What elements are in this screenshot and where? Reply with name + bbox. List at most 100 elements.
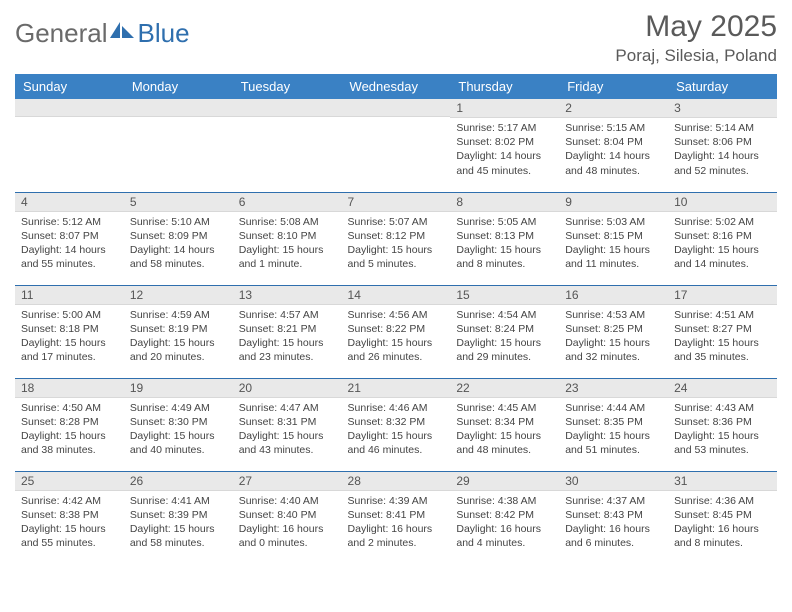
- day-number: 29: [450, 472, 559, 491]
- calendar-cell: 24Sunrise: 4:43 AMSunset: 8:36 PMDayligh…: [668, 378, 777, 471]
- sunset-text: Sunset: 8:21 PM: [239, 322, 336, 336]
- day-details: Sunrise: 4:51 AMSunset: 8:27 PMDaylight:…: [668, 305, 777, 369]
- sunrise-text: Sunrise: 5:03 AM: [565, 215, 662, 229]
- calendar-cell: 13Sunrise: 4:57 AMSunset: 8:21 PMDayligh…: [233, 285, 342, 378]
- sunrise-text: Sunrise: 5:14 AM: [674, 121, 771, 135]
- daylight-text: Daylight: 15 hours and 58 minutes.: [130, 522, 227, 550]
- calendar-cell: [342, 99, 451, 192]
- day-number: 6: [233, 193, 342, 212]
- day-number: 5: [124, 193, 233, 212]
- day-number: 7: [342, 193, 451, 212]
- calendar-cell: 22Sunrise: 4:45 AMSunset: 8:34 PMDayligh…: [450, 378, 559, 471]
- daylight-text: Daylight: 15 hours and 20 minutes.: [130, 336, 227, 364]
- calendar-cell: 26Sunrise: 4:41 AMSunset: 8:39 PMDayligh…: [124, 471, 233, 564]
- sunset-text: Sunset: 8:09 PM: [130, 229, 227, 243]
- calendar-cell: 31Sunrise: 4:36 AMSunset: 8:45 PMDayligh…: [668, 471, 777, 564]
- daylight-text: Daylight: 14 hours and 45 minutes.: [456, 149, 553, 177]
- day-number: 1: [450, 99, 559, 118]
- sunrise-text: Sunrise: 4:42 AM: [21, 494, 118, 508]
- sunset-text: Sunset: 8:41 PM: [348, 508, 445, 522]
- sunset-text: Sunset: 8:10 PM: [239, 229, 336, 243]
- sunset-text: Sunset: 8:07 PM: [21, 229, 118, 243]
- day-number: 25: [15, 472, 124, 491]
- sunrise-text: Sunrise: 4:44 AM: [565, 401, 662, 415]
- header-row: General Blue May 2025 Poraj, Silesia, Po…: [15, 10, 777, 66]
- day-header: Monday: [124, 74, 233, 99]
- day-details: Sunrise: 4:44 AMSunset: 8:35 PMDaylight:…: [559, 398, 668, 462]
- day-details: Sunrise: 4:59 AMSunset: 8:19 PMDaylight:…: [124, 305, 233, 369]
- daylight-text: Daylight: 15 hours and 8 minutes.: [456, 243, 553, 271]
- sunset-text: Sunset: 8:25 PM: [565, 322, 662, 336]
- day-number: 24: [668, 379, 777, 398]
- day-number: 20: [233, 379, 342, 398]
- day-details: Sunrise: 4:53 AMSunset: 8:25 PMDaylight:…: [559, 305, 668, 369]
- day-number-empty: [342, 99, 451, 117]
- calendar-cell: 15Sunrise: 4:54 AMSunset: 8:24 PMDayligh…: [450, 285, 559, 378]
- day-number: 26: [124, 472, 233, 491]
- daylight-text: Daylight: 14 hours and 58 minutes.: [130, 243, 227, 271]
- day-details: Sunrise: 4:49 AMSunset: 8:30 PMDaylight:…: [124, 398, 233, 462]
- sunset-text: Sunset: 8:42 PM: [456, 508, 553, 522]
- daylight-text: Daylight: 15 hours and 48 minutes.: [456, 429, 553, 457]
- calendar-cell: 27Sunrise: 4:40 AMSunset: 8:40 PMDayligh…: [233, 471, 342, 564]
- day-details: Sunrise: 4:46 AMSunset: 8:32 PMDaylight:…: [342, 398, 451, 462]
- day-header: Saturday: [668, 74, 777, 99]
- sunrise-text: Sunrise: 4:53 AM: [565, 308, 662, 322]
- daylight-text: Daylight: 15 hours and 40 minutes.: [130, 429, 227, 457]
- day-details: Sunrise: 5:12 AMSunset: 8:07 PMDaylight:…: [15, 212, 124, 276]
- daylight-text: Daylight: 16 hours and 2 minutes.: [348, 522, 445, 550]
- sunrise-text: Sunrise: 4:40 AM: [239, 494, 336, 508]
- sunrise-text: Sunrise: 4:56 AM: [348, 308, 445, 322]
- day-details: Sunrise: 5:15 AMSunset: 8:04 PMDaylight:…: [559, 118, 668, 182]
- day-number: 21: [342, 379, 451, 398]
- daylight-text: Daylight: 15 hours and 55 minutes.: [21, 522, 118, 550]
- sunrise-text: Sunrise: 4:46 AM: [348, 401, 445, 415]
- day-number: 14: [342, 286, 451, 305]
- daylight-text: Daylight: 15 hours and 35 minutes.: [674, 336, 771, 364]
- day-number: 4: [15, 193, 124, 212]
- sunrise-text: Sunrise: 4:37 AM: [565, 494, 662, 508]
- calendar-cell: 10Sunrise: 5:02 AMSunset: 8:16 PMDayligh…: [668, 192, 777, 285]
- daylight-text: Daylight: 15 hours and 29 minutes.: [456, 336, 553, 364]
- daylight-text: Daylight: 14 hours and 55 minutes.: [21, 243, 118, 271]
- calendar-cell: [233, 99, 342, 192]
- day-number: 17: [668, 286, 777, 305]
- day-number: 22: [450, 379, 559, 398]
- calendar-cell: 30Sunrise: 4:37 AMSunset: 8:43 PMDayligh…: [559, 471, 668, 564]
- calendar-week-row: 25Sunrise: 4:42 AMSunset: 8:38 PMDayligh…: [15, 471, 777, 564]
- day-details: Sunrise: 4:43 AMSunset: 8:36 PMDaylight:…: [668, 398, 777, 462]
- calendar-cell: 6Sunrise: 5:08 AMSunset: 8:10 PMDaylight…: [233, 192, 342, 285]
- sunset-text: Sunset: 8:32 PM: [348, 415, 445, 429]
- daylight-text: Daylight: 15 hours and 43 minutes.: [239, 429, 336, 457]
- sunset-text: Sunset: 8:39 PM: [130, 508, 227, 522]
- sunset-text: Sunset: 8:15 PM: [565, 229, 662, 243]
- sunset-text: Sunset: 8:30 PM: [130, 415, 227, 429]
- daylight-text: Daylight: 16 hours and 6 minutes.: [565, 522, 662, 550]
- calendar-week-row: 18Sunrise: 4:50 AMSunset: 8:28 PMDayligh…: [15, 378, 777, 471]
- calendar-week-row: 1Sunrise: 5:17 AMSunset: 8:02 PMDaylight…: [15, 99, 777, 192]
- sunrise-text: Sunrise: 4:39 AM: [348, 494, 445, 508]
- day-details: Sunrise: 5:10 AMSunset: 8:09 PMDaylight:…: [124, 212, 233, 276]
- sunrise-text: Sunrise: 5:00 AM: [21, 308, 118, 322]
- title-block: May 2025 Poraj, Silesia, Poland: [615, 10, 777, 66]
- calendar-cell: 21Sunrise: 4:46 AMSunset: 8:32 PMDayligh…: [342, 378, 451, 471]
- day-number: 9: [559, 193, 668, 212]
- calendar-cell: 29Sunrise: 4:38 AMSunset: 8:42 PMDayligh…: [450, 471, 559, 564]
- daylight-text: Daylight: 14 hours and 48 minutes.: [565, 149, 662, 177]
- day-details: Sunrise: 5:07 AMSunset: 8:12 PMDaylight:…: [342, 212, 451, 276]
- sunset-text: Sunset: 8:22 PM: [348, 322, 445, 336]
- calendar-cell: 5Sunrise: 5:10 AMSunset: 8:09 PMDaylight…: [124, 192, 233, 285]
- sunset-text: Sunset: 8:28 PM: [21, 415, 118, 429]
- calendar-cell: 9Sunrise: 5:03 AMSunset: 8:15 PMDaylight…: [559, 192, 668, 285]
- day-number: 28: [342, 472, 451, 491]
- sunset-text: Sunset: 8:04 PM: [565, 135, 662, 149]
- title-month: May 2025: [615, 10, 777, 44]
- day-number: 31: [668, 472, 777, 491]
- sunset-text: Sunset: 8:02 PM: [456, 135, 553, 149]
- sunset-text: Sunset: 8:18 PM: [21, 322, 118, 336]
- day-header: Friday: [559, 74, 668, 99]
- sunrise-text: Sunrise: 4:45 AM: [456, 401, 553, 415]
- day-number-empty: [124, 99, 233, 117]
- daylight-text: Daylight: 15 hours and 51 minutes.: [565, 429, 662, 457]
- day-number: 13: [233, 286, 342, 305]
